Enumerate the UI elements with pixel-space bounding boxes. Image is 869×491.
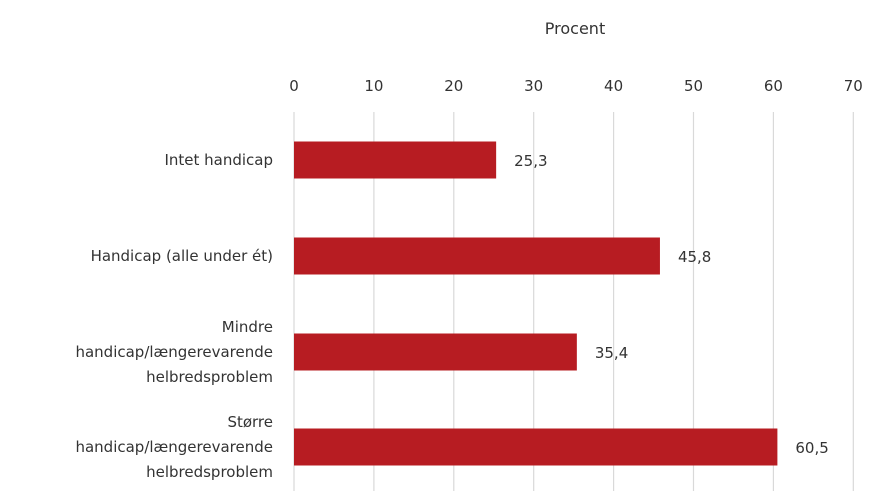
category-label: Større bbox=[227, 413, 273, 431]
category-label: Intet handicap bbox=[164, 151, 273, 169]
x-tick-label: 40 bbox=[604, 77, 623, 95]
x-axis-title: Procent bbox=[545, 19, 605, 38]
category-label: helbredsproblem bbox=[146, 463, 273, 481]
bar bbox=[294, 141, 497, 179]
category-label: helbredsproblem bbox=[146, 368, 273, 386]
category-label: handicap/længerevarende bbox=[75, 438, 273, 456]
category-label: Mindre bbox=[222, 318, 273, 336]
bars bbox=[294, 141, 778, 466]
bar bbox=[294, 428, 778, 466]
bar bbox=[294, 333, 577, 371]
x-tick-label: 20 bbox=[444, 77, 463, 95]
data-label: 45,8 bbox=[678, 248, 711, 266]
value-labels: 25,3 45,8 35,4 60,5 bbox=[514, 152, 829, 457]
x-tick-label: 30 bbox=[524, 77, 543, 95]
x-axis-tick-labels: 0 10 20 30 40 50 60 70 bbox=[289, 77, 863, 95]
x-tick-label: 50 bbox=[684, 77, 703, 95]
data-label: 35,4 bbox=[595, 344, 628, 362]
x-tick-label: 0 bbox=[289, 77, 299, 95]
category-label: Handicap (alle under ét) bbox=[91, 247, 273, 265]
category-labels: Intet handicap Handicap (alle under ét) Mi… bbox=[75, 151, 273, 481]
x-tick-label: 70 bbox=[844, 77, 863, 95]
data-label: 25,3 bbox=[514, 152, 547, 170]
bar bbox=[294, 237, 660, 275]
x-tick-label: 60 bbox=[764, 77, 783, 95]
category-label: handicap/længerevarende bbox=[75, 343, 273, 361]
data-label: 60,5 bbox=[795, 439, 828, 457]
x-tick-label: 10 bbox=[364, 77, 383, 95]
